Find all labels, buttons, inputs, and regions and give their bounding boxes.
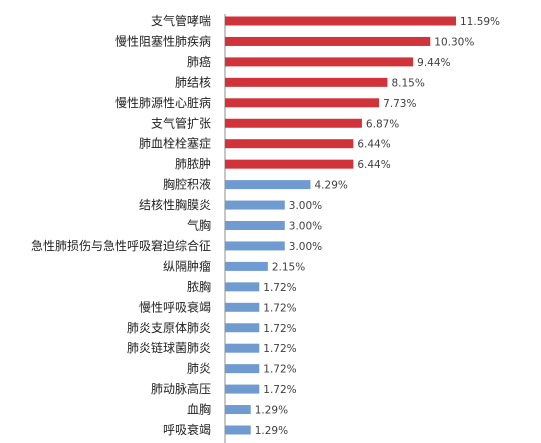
category-label-15: 肺炎支原体肺炎 xyxy=(127,321,211,335)
bar-14 xyxy=(225,302,260,312)
value-label-10: 3.00% xyxy=(289,221,322,233)
bar-3 xyxy=(225,77,388,87)
value-label-13: 1.72% xyxy=(263,282,296,294)
value-label-19: 1.29% xyxy=(255,405,288,417)
value-label-4: 7.73% xyxy=(383,98,416,110)
category-label-9: 结核性胸膜炎 xyxy=(139,197,211,212)
value-label-2: 9.44% xyxy=(417,57,450,69)
bar-19 xyxy=(225,405,251,415)
category-label-1: 慢性阻塞性肺疾病 xyxy=(115,33,211,48)
bar-4 xyxy=(225,98,380,108)
bar-12 xyxy=(225,261,268,271)
bar-18 xyxy=(225,384,260,394)
value-label-15: 1.72% xyxy=(263,323,296,335)
value-label-5: 6.87% xyxy=(366,118,399,130)
value-label-11: 3.00% xyxy=(289,241,322,253)
value-label-3: 8.15% xyxy=(391,77,424,89)
bars-layer xyxy=(225,16,456,435)
bar-11 xyxy=(225,241,285,251)
value-label-16: 1.72% xyxy=(263,343,296,355)
bar-17 xyxy=(225,364,260,374)
category-label-16: 肺炎链球菌肺炎 xyxy=(127,340,211,355)
category-label-7: 肺脓肿 xyxy=(175,156,211,171)
value-label-17: 1.72% xyxy=(263,364,296,376)
category-label-10: 气胸 xyxy=(187,218,211,233)
bar-20 xyxy=(225,425,251,435)
category-label-2: 肺癌 xyxy=(187,54,211,69)
bar-16 xyxy=(225,343,260,353)
category-label-17: 肺炎 xyxy=(187,362,211,376)
category-label-18: 肺动脉高压 xyxy=(151,381,211,396)
category-label-5: 支气管扩张 xyxy=(151,115,211,130)
category-label-12: 纵隔肿瘤 xyxy=(163,258,211,273)
bar-2 xyxy=(225,57,414,67)
bar-8 xyxy=(225,180,311,190)
category-label-20: 呼吸衰竭 xyxy=(163,422,211,437)
value-label-7: 6.44% xyxy=(357,159,390,171)
category-label-0: 支气管哮喘 xyxy=(151,13,211,28)
bar-13 xyxy=(225,282,260,292)
category-label-13: 脓胸 xyxy=(187,279,211,294)
category-label-8: 胸腔积液 xyxy=(163,177,211,192)
value-label-18: 1.72% xyxy=(263,384,296,396)
category-label-4: 慢性肺源性心脏病 xyxy=(115,95,211,110)
value-label-20: 1.29% xyxy=(255,425,288,437)
labels-layer: 支气管哮喘 11.59% 慢性阻塞性肺疾病 10.30% 肺癌 9.44% 肺结核 8.15%… xyxy=(31,13,500,437)
value-label-12: 2.15% xyxy=(272,261,305,273)
category-label-19: 血胸 xyxy=(187,402,211,417)
value-label-9: 3.00% xyxy=(289,200,322,212)
value-label-1: 10.30% xyxy=(434,36,474,48)
bar-5 xyxy=(225,118,362,128)
category-label-11: 急性肺损伤与急性呼吸窘迫综合征 xyxy=(31,238,211,253)
value-label-8: 4.29% xyxy=(315,180,348,192)
bar-6 xyxy=(225,139,354,149)
value-label-14: 1.72% xyxy=(263,302,296,314)
category-label-6: 肺血栓栓塞症 xyxy=(139,136,211,151)
bar-0 xyxy=(225,16,456,26)
category-label-3: 肺结核 xyxy=(175,75,211,89)
bar-1 xyxy=(225,36,431,46)
category-label-14: 慢性呼吸衰竭 xyxy=(139,299,211,314)
bar-9 xyxy=(225,200,285,210)
bar-10 xyxy=(225,221,285,230)
bar-15 xyxy=(225,323,260,333)
value-label-0: 11.59% xyxy=(460,16,500,28)
bar-7 xyxy=(225,159,354,169)
value-label-6: 6.44% xyxy=(357,139,390,151)
